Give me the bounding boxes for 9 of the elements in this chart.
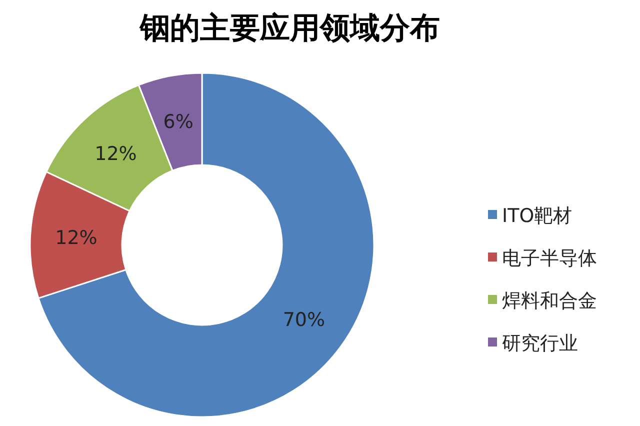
legend-label: 研究行业 [502, 332, 578, 354]
legend-label: 电子半导体 [502, 248, 597, 270]
data-label: 6% [163, 111, 194, 134]
legend-label: ITO靶材 [502, 205, 572, 227]
data-label: 12% [55, 227, 98, 250]
chart-title: 铟的主要应用领域分布 [139, 11, 440, 46]
legend-label: 焊料和合金 [502, 290, 597, 312]
data-label: 70% [282, 309, 326, 332]
data-label: 12% [94, 143, 137, 166]
